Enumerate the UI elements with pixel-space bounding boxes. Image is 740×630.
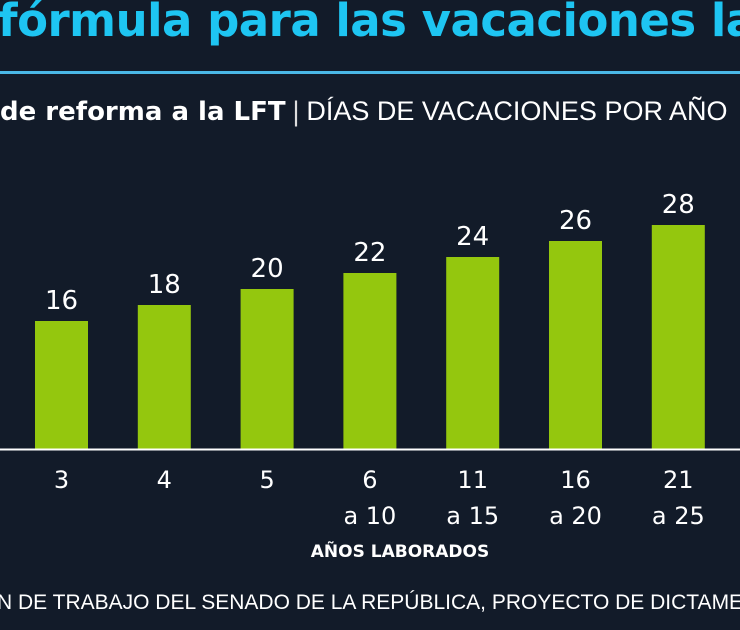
bar bbox=[343, 273, 397, 449]
data-label: 20 bbox=[251, 254, 284, 284]
data-label: 22 bbox=[353, 238, 386, 268]
data-label: 28 bbox=[662, 190, 695, 220]
bar bbox=[651, 225, 705, 449]
x-tick-label: 6 bbox=[362, 466, 377, 494]
title-divider bbox=[0, 71, 740, 74]
x-tick-label: 11 bbox=[457, 466, 488, 494]
subtitle-light: DÍAS DE VACACIONES POR AÑO bbox=[306, 96, 728, 126]
x-tick-label: 21 bbox=[663, 466, 694, 494]
subtitle-separator: | bbox=[291, 97, 301, 127]
x-tick-label: 3 bbox=[54, 466, 69, 494]
chart-title: fórmula para las vacaciones la bbox=[0, 0, 740, 47]
subtitle-bold: de reforma a la LFT bbox=[0, 97, 286, 127]
data-label: 24 bbox=[456, 222, 489, 252]
data-label: 16 bbox=[45, 286, 78, 316]
x-tick-label: a 20 bbox=[549, 502, 602, 530]
bar bbox=[446, 257, 500, 449]
x-tick-label: 4 bbox=[157, 466, 172, 494]
bar bbox=[549, 241, 602, 449]
x-axis-title: AÑOS LABORADOS bbox=[310, 542, 490, 562]
bar bbox=[240, 289, 294, 449]
x-tick-label: 16 bbox=[560, 466, 591, 494]
bar bbox=[35, 321, 88, 449]
x-axis-title-wrap: AÑOS LABORADOS bbox=[0, 542, 740, 562]
data-label: 26 bbox=[559, 206, 592, 236]
bar bbox=[137, 305, 191, 449]
x-tick-label: 5 bbox=[259, 466, 274, 494]
source-note: N DE TRABAJO DEL SENADO DE LA REPÚBLICA,… bbox=[0, 591, 740, 614]
x-tick-label: a 15 bbox=[446, 502, 499, 530]
chart-subtitle: de reforma a la LFT | DÍAS DE VACACIONES P… bbox=[0, 96, 727, 127]
x-tick-label: a 25 bbox=[652, 502, 705, 530]
x-tick-label: a 10 bbox=[343, 502, 396, 530]
data-label: 18 bbox=[148, 270, 181, 300]
